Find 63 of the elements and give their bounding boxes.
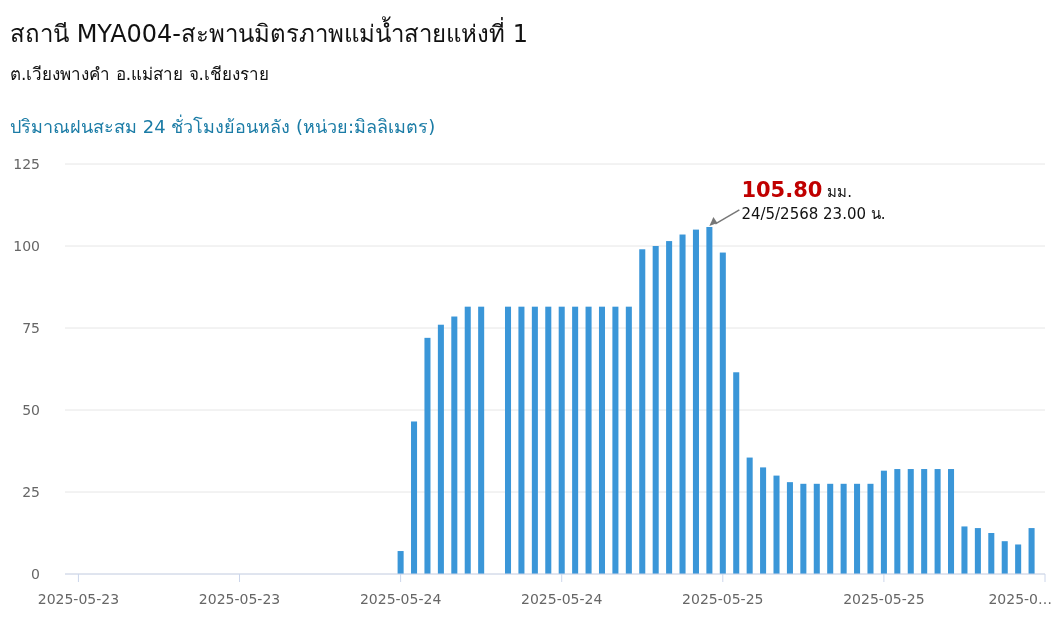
bar: [1001, 541, 1008, 574]
bar: [894, 469, 901, 574]
bar: [411, 421, 418, 574]
bar: [733, 372, 740, 574]
x-tick-label: 2025-05-24: [359, 591, 442, 607]
bar: [1015, 544, 1022, 574]
bar: [921, 469, 928, 574]
annotation: 105.80 มม. 24/5/2568 23.00 น.: [741, 177, 886, 223]
bar: [854, 483, 861, 574]
bar: [867, 483, 874, 574]
bar: [760, 467, 767, 574]
bar: [679, 234, 686, 574]
y-tick-label: 75: [22, 320, 40, 336]
x-tick-label: 2025-05-25: [682, 591, 764, 607]
bar: [464, 306, 471, 574]
bar: [437, 324, 444, 574]
bar: [988, 533, 995, 574]
bar: [625, 306, 632, 574]
y-tick-label: 125: [13, 156, 40, 172]
bar: [518, 306, 525, 574]
y-axis-title: ปริมาณฝนสะสม 24 ชั่วโมงย้อนหลัง (หน่วย:มิลลิเมตร): [10, 114, 436, 137]
bar: [907, 469, 914, 574]
chart-subtitle: ต.เวียงพางคำ อ.แม่สาย จ.เชียงราย: [10, 64, 270, 84]
bar: [504, 306, 512, 574]
y-tick-label: 0: [31, 566, 40, 582]
bar: [612, 306, 619, 574]
bar: [827, 483, 834, 574]
bar: [598, 306, 606, 574]
bar: [948, 469, 955, 574]
bar: [961, 526, 968, 574]
bar: [719, 252, 726, 574]
bar: [974, 528, 981, 574]
bar: [478, 306, 485, 574]
bar: [397, 551, 404, 574]
x-tick-label: 2025-05-23: [198, 591, 281, 607]
bar: [424, 337, 431, 574]
bar: [545, 306, 552, 574]
bar: [840, 483, 847, 574]
x-tick-label: 2025-05-24: [521, 591, 603, 607]
y-tick-label: 50: [22, 402, 40, 418]
x-tick-label: 2025-05-25: [843, 591, 925, 607]
bar: [585, 306, 592, 574]
bar: [572, 306, 579, 574]
chart-title: สถานี MYA004-สะพานมิตรภาพแม่น้ำสายแห่งที่ 1: [10, 16, 528, 48]
y-tick-label: 100: [13, 238, 40, 254]
bar: [692, 229, 699, 574]
bar: [531, 306, 538, 574]
bar: [800, 483, 807, 574]
y-tick-label: 25: [22, 484, 40, 500]
bar: [934, 469, 941, 574]
bar: [451, 316, 458, 574]
bar: [773, 475, 780, 574]
bar: [880, 470, 887, 574]
x-tick-label: 2025-05-23: [37, 591, 120, 607]
bar: [786, 482, 793, 574]
bar: [1028, 528, 1035, 574]
bar: [639, 249, 646, 574]
x-tick-label: 2025-0…: [988, 591, 1052, 607]
bar: [746, 457, 753, 574]
bar: [652, 246, 659, 574]
bar: [813, 483, 820, 574]
bar: [666, 241, 673, 574]
bar: [558, 306, 565, 574]
